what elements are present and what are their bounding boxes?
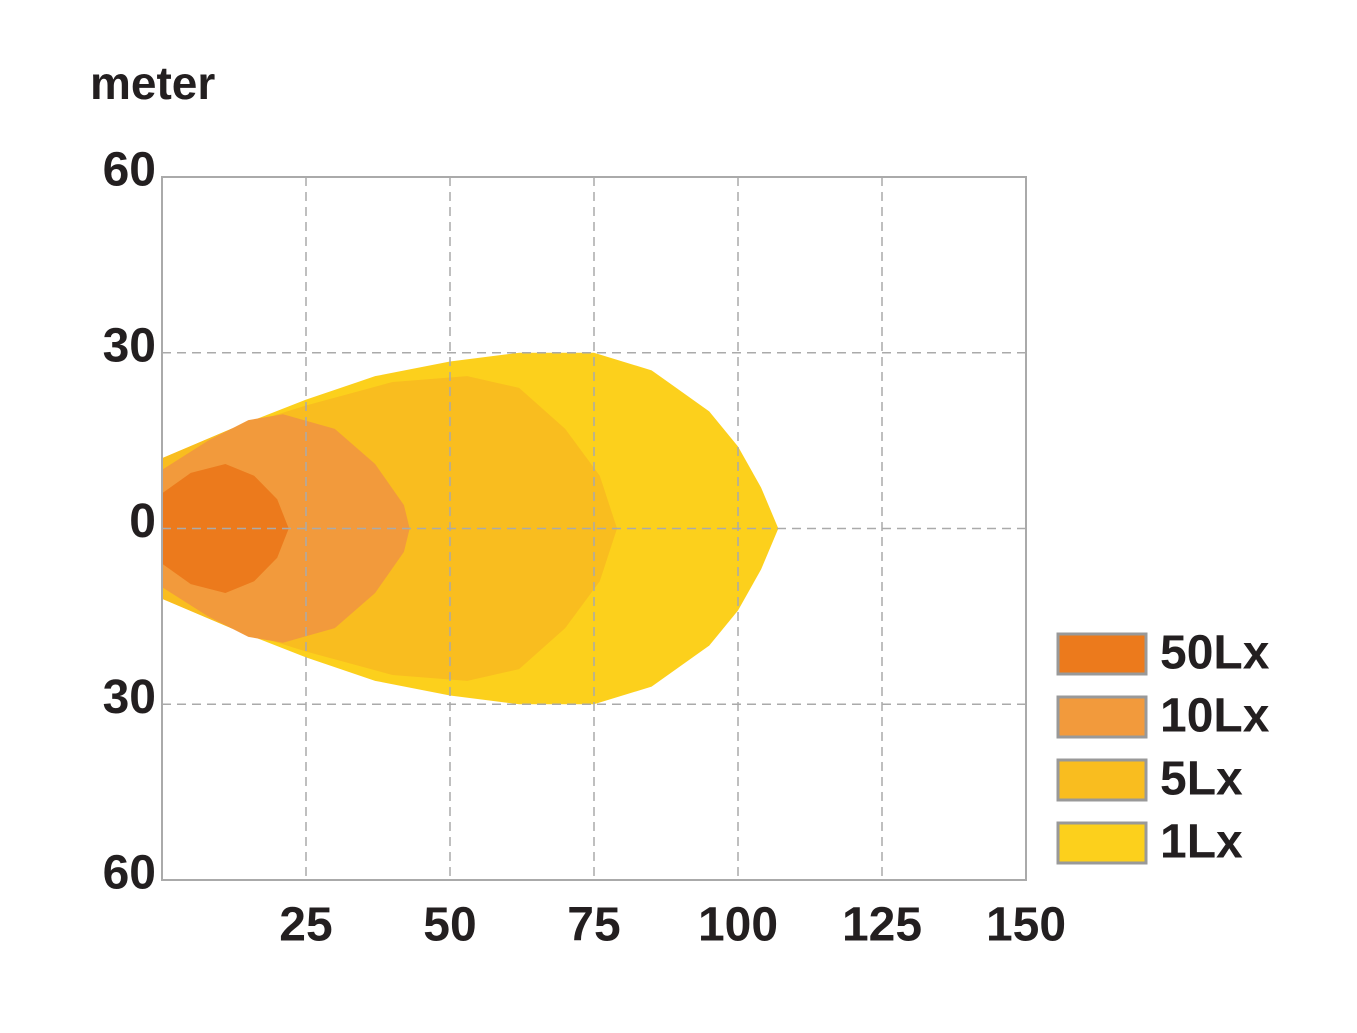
x-tick-label: 125 bbox=[842, 899, 922, 952]
legend-label: 10Lx bbox=[1160, 690, 1270, 743]
plot-border bbox=[161, 176, 1027, 881]
legend-swatch bbox=[1056, 821, 1148, 865]
x-tick-label: 75 bbox=[567, 899, 620, 952]
y-tick-label: 0 bbox=[129, 495, 156, 548]
x-tick-label: 25 bbox=[279, 899, 332, 952]
x-tick-label: 100 bbox=[698, 899, 778, 952]
x-tick-label: 50 bbox=[423, 899, 476, 952]
y-tick-label: 60 bbox=[103, 847, 156, 900]
chart-title: meter bbox=[90, 57, 215, 109]
y-tick-label: 60 bbox=[103, 144, 156, 197]
legend-label: 5Lx bbox=[1160, 753, 1243, 806]
y-tick-label: 30 bbox=[103, 671, 156, 724]
x-tick-label: 150 bbox=[986, 899, 1066, 952]
legend-swatch bbox=[1056, 632, 1148, 676]
y-tick-label: 30 bbox=[103, 319, 156, 372]
legend-swatch bbox=[1056, 758, 1148, 802]
legend-label: 50Lx bbox=[1160, 627, 1270, 680]
legend-label: 1Lx bbox=[1160, 816, 1243, 869]
legend-swatch bbox=[1056, 695, 1148, 739]
